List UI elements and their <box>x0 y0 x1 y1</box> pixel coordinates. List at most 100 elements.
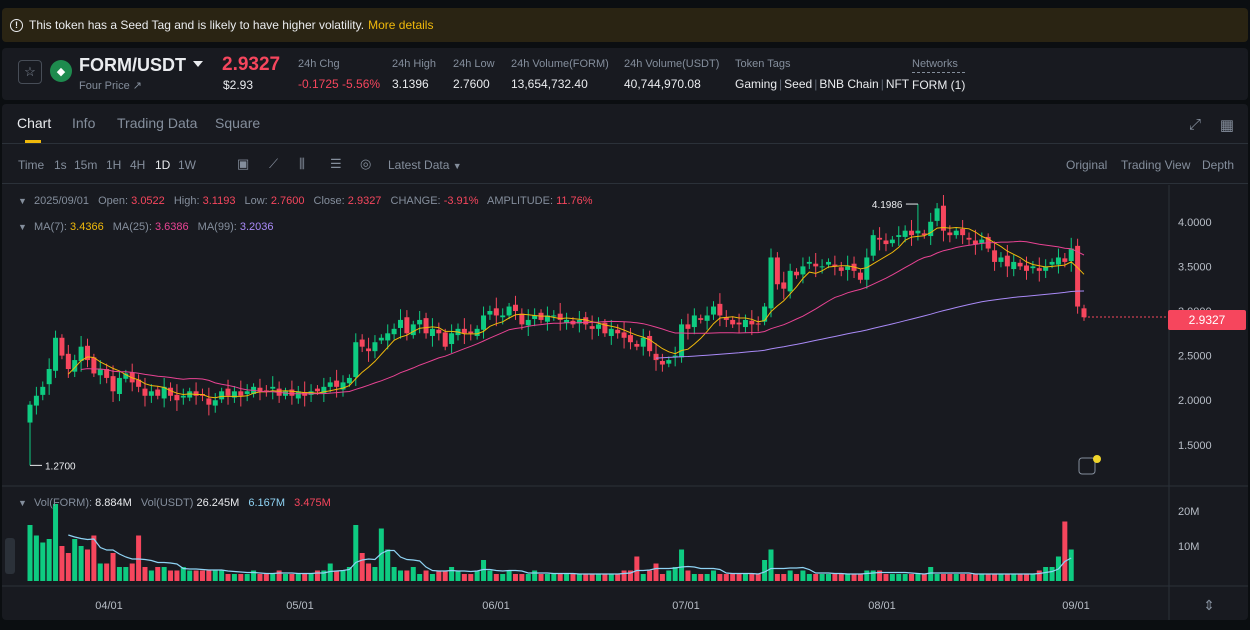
interval-1s[interactable]: 1s <box>54 158 67 172</box>
layout-grid-icon[interactable]: ▦ <box>1219 117 1234 134</box>
volume-bar <box>755 574 761 581</box>
stat-value: 13,654,732.40 <box>511 77 588 91</box>
candle-body <box>825 261 831 265</box>
candle-body <box>385 333 391 341</box>
settings-sliders-icon[interactable]: ☰ <box>330 156 342 171</box>
chevron-down-icon[interactable] <box>193 61 203 67</box>
candle-body <box>711 306 717 315</box>
candle-body <box>500 315 506 318</box>
volume-bar <box>123 567 129 581</box>
candle-body <box>314 388 320 392</box>
candle-body <box>1068 248 1074 262</box>
interval-1h[interactable]: 1H <box>106 158 122 172</box>
volume-bar <box>564 574 570 581</box>
target-icon[interactable]: ◎ <box>360 156 372 171</box>
candle-body <box>902 230 908 237</box>
date-axis-label: 05/01 <box>286 600 314 612</box>
favorite-star-icon[interactable]: ☆ <box>18 60 42 84</box>
volume-bar <box>544 574 550 581</box>
info-icon: ! <box>10 18 23 32</box>
token-tags-label: Token Tags <box>735 58 791 70</box>
interval-15m[interactable]: 15m <box>74 158 98 172</box>
latest-data-dropdown[interactable]: Latest Data ▼ <box>388 158 462 172</box>
four-price-link[interactable]: Four Price ↗ <box>79 80 143 92</box>
candle-body <box>174 394 180 401</box>
interval-1d[interactable]: 1D <box>155 158 171 172</box>
chart-area[interactable]: 4.00003.50003.00002.50002.00001.500020M1… <box>2 185 1248 620</box>
candle-body <box>800 266 806 275</box>
tag-link[interactable]: Seed <box>784 77 813 91</box>
candle-body <box>327 382 333 387</box>
alert-badge-icon <box>1078 457 1096 475</box>
candle-body <box>755 323 761 325</box>
volume-bar <box>193 570 199 581</box>
candle-body <box>966 237 972 240</box>
vol-form-label: Vol(FORM): <box>33 497 93 509</box>
view-depth[interactable]: Depth <box>1202 158 1235 172</box>
candle-body <box>608 328 614 336</box>
tab-trading-data[interactable]: Trading Data <box>117 115 198 131</box>
volume-bar <box>455 570 461 581</box>
tag-link[interactable]: BNB Chain <box>819 77 879 91</box>
candle-body <box>934 208 940 221</box>
alert-dot-icon <box>1093 455 1101 463</box>
candle-body <box>340 382 346 390</box>
volume-bar <box>397 570 403 581</box>
candle-body <box>372 342 378 352</box>
candle-body <box>1062 258 1068 262</box>
volume-bar <box>110 553 116 581</box>
chart-toolbar: Time 1s 15m 1H 4H 1D 1W ▣ ⟋ ⫼ ☰ ◎ Latest… <box>2 144 1248 184</box>
volume-bar <box>940 574 946 581</box>
pair-selector[interactable]: FORM/USDT <box>79 55 186 75</box>
candle-body <box>417 319 423 325</box>
volume-bar <box>870 570 876 581</box>
volume-bar <box>65 553 71 581</box>
candle-body <box>104 369 110 378</box>
view-trading-view[interactable]: Trading View <box>1121 158 1191 172</box>
interval-time[interactable]: Time <box>18 158 45 172</box>
close-label: Close: <box>313 195 345 207</box>
candle-body <box>928 221 934 237</box>
more-details-link[interactable]: More details <box>368 18 434 32</box>
volume-bar <box>129 563 135 581</box>
stat-24h-change: 24h Chg -0.1725 -5.56% <box>298 58 380 91</box>
tag-link[interactable]: Gaming <box>735 77 778 91</box>
networks-label[interactable]: Networks <box>912 58 966 73</box>
ma99-line <box>655 290 1085 359</box>
volume-bar <box>276 570 282 581</box>
view-original[interactable]: Original <box>1066 158 1108 172</box>
tab-square[interactable]: Square <box>215 115 261 131</box>
volume-bar <box>691 574 697 581</box>
volume-bar <box>698 574 704 581</box>
tag-link[interactable]: NFT <box>885 77 910 91</box>
candle-body <box>889 239 895 244</box>
candle-body <box>84 345 90 361</box>
candle-type-icon[interactable]: ⫼ <box>299 156 305 171</box>
low-value: 2.7600 <box>270 195 305 207</box>
interval-1w[interactable]: 1W <box>178 158 196 172</box>
candle-body <box>397 319 403 328</box>
candle-body <box>813 263 819 267</box>
vol-form-value: 8.884M <box>95 497 132 509</box>
volume-bar <box>774 574 780 581</box>
fit-axis-icon[interactable]: ⇕ <box>1203 597 1215 613</box>
indicator-icon[interactable]: ⟋ <box>269 156 279 171</box>
interval-4h[interactable]: 4H <box>130 158 146 172</box>
tab-info[interactable]: Info <box>72 115 96 131</box>
stat-24h-high: 24h High 3.1396 <box>392 58 436 91</box>
volume-bar <box>442 570 448 581</box>
tab-chart[interactable]: Chart <box>17 115 52 131</box>
volume-bar <box>97 563 103 581</box>
candle-body <box>33 395 39 406</box>
volume-bar <box>180 567 186 581</box>
calendar-icon[interactable]: ▣ <box>237 156 250 171</box>
candle-body <box>46 369 52 385</box>
candlestick-chart[interactable]: 4.00003.50003.00002.50002.00001.500020M1… <box>2 185 1248 620</box>
candle-body <box>436 329 442 334</box>
candle-body <box>353 342 359 378</box>
volume-axis-label: 10M <box>1178 541 1199 553</box>
candle-body <box>992 250 998 262</box>
volume-bar <box>551 574 557 581</box>
volume-bar <box>909 574 915 581</box>
expand-icon[interactable]: ⤢ <box>1188 116 1201 133</box>
